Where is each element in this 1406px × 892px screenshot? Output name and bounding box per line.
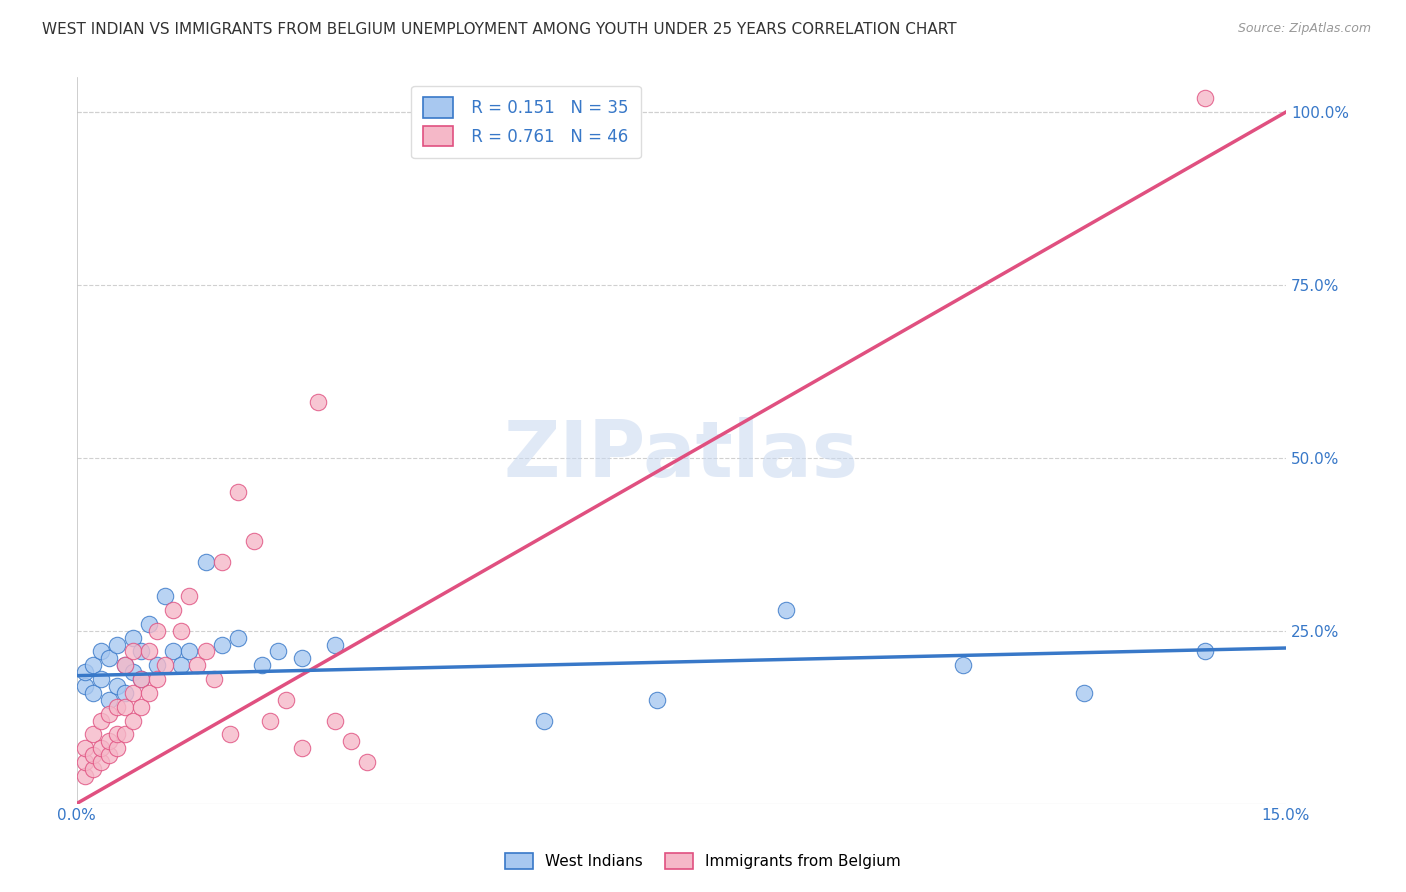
Text: WEST INDIAN VS IMMIGRANTS FROM BELGIUM UNEMPLOYMENT AMONG YOUTH UNDER 25 YEARS C: WEST INDIAN VS IMMIGRANTS FROM BELGIUM U… bbox=[42, 22, 957, 37]
Point bbox=[179, 644, 201, 658]
Point bbox=[122, 686, 145, 700]
Point bbox=[170, 658, 193, 673]
Point bbox=[162, 603, 184, 617]
Point bbox=[90, 755, 112, 769]
Point bbox=[1194, 644, 1216, 658]
Point bbox=[162, 644, 184, 658]
Point bbox=[97, 734, 120, 748]
Point bbox=[82, 727, 104, 741]
Point bbox=[186, 658, 208, 673]
Point bbox=[226, 631, 249, 645]
Point bbox=[97, 748, 120, 763]
Point bbox=[202, 672, 225, 686]
Point bbox=[645, 693, 668, 707]
Point bbox=[179, 589, 201, 603]
Point bbox=[129, 672, 152, 686]
Point bbox=[73, 755, 96, 769]
Text: ZIPatlas: ZIPatlas bbox=[503, 417, 859, 493]
Point bbox=[146, 624, 169, 638]
Point bbox=[323, 714, 346, 728]
Point bbox=[122, 714, 145, 728]
Point bbox=[339, 734, 361, 748]
Point bbox=[307, 395, 329, 409]
Point bbox=[218, 727, 240, 741]
Point bbox=[129, 644, 152, 658]
Point bbox=[276, 693, 298, 707]
Point bbox=[122, 644, 145, 658]
Point bbox=[323, 638, 346, 652]
Point bbox=[114, 699, 136, 714]
Point bbox=[250, 658, 273, 673]
Legend: West Indians, Immigrants from Belgium: West Indians, Immigrants from Belgium bbox=[499, 847, 907, 875]
Point bbox=[291, 741, 314, 756]
Point bbox=[146, 658, 169, 673]
Point bbox=[105, 727, 128, 741]
Point bbox=[146, 672, 169, 686]
Point bbox=[105, 741, 128, 756]
Point bbox=[155, 658, 177, 673]
Point bbox=[211, 638, 233, 652]
Legend:  R = 0.151   N = 35,  R = 0.761   N = 46: R = 0.151 N = 35, R = 0.761 N = 46 bbox=[412, 86, 641, 158]
Point bbox=[122, 665, 145, 680]
Point bbox=[97, 693, 120, 707]
Point bbox=[138, 616, 160, 631]
Point bbox=[73, 679, 96, 693]
Point bbox=[155, 589, 177, 603]
Point bbox=[775, 603, 797, 617]
Point bbox=[82, 748, 104, 763]
Point bbox=[82, 762, 104, 776]
Point bbox=[97, 706, 120, 721]
Point bbox=[1194, 91, 1216, 105]
Point bbox=[105, 679, 128, 693]
Point bbox=[259, 714, 281, 728]
Point bbox=[82, 686, 104, 700]
Point bbox=[90, 741, 112, 756]
Point bbox=[533, 714, 555, 728]
Point bbox=[90, 644, 112, 658]
Text: Source: ZipAtlas.com: Source: ZipAtlas.com bbox=[1237, 22, 1371, 36]
Point bbox=[170, 624, 193, 638]
Point bbox=[129, 699, 152, 714]
Point bbox=[73, 769, 96, 783]
Point bbox=[90, 714, 112, 728]
Point bbox=[194, 555, 217, 569]
Point bbox=[114, 658, 136, 673]
Point bbox=[129, 672, 152, 686]
Point bbox=[211, 555, 233, 569]
Point bbox=[122, 631, 145, 645]
Point bbox=[73, 665, 96, 680]
Point bbox=[82, 658, 104, 673]
Point bbox=[138, 644, 160, 658]
Point bbox=[114, 686, 136, 700]
Point bbox=[138, 686, 160, 700]
Point bbox=[114, 727, 136, 741]
Point bbox=[73, 741, 96, 756]
Point bbox=[243, 533, 266, 548]
Point bbox=[291, 651, 314, 665]
Point bbox=[267, 644, 290, 658]
Point bbox=[356, 755, 378, 769]
Point bbox=[114, 658, 136, 673]
Point bbox=[1073, 686, 1095, 700]
Point bbox=[105, 699, 128, 714]
Point bbox=[105, 638, 128, 652]
Point bbox=[194, 644, 217, 658]
Point bbox=[90, 672, 112, 686]
Point bbox=[97, 651, 120, 665]
Point bbox=[952, 658, 974, 673]
Point bbox=[226, 485, 249, 500]
